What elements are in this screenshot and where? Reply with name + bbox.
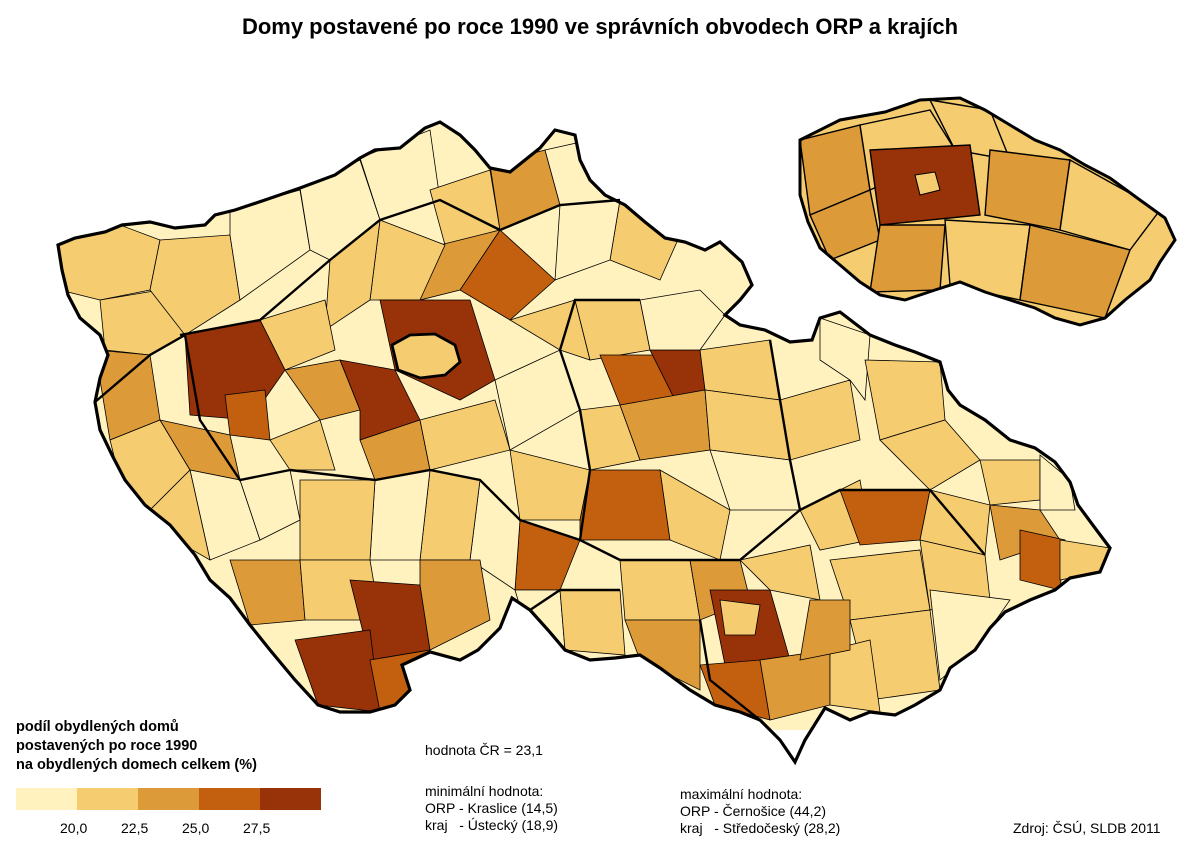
legend-swatch — [199, 788, 260, 810]
orp-region — [624, 619, 701, 691]
maximum-orp: ORP - Černošice (44,2) — [680, 803, 827, 819]
minimum-block: minimální hodnota: ORP - Kraslice (14,5)… — [425, 783, 558, 834]
orp-region — [1019, 529, 1066, 591]
orp-region — [1039, 454, 1076, 511]
map-title: Domy postavené po roce 1990 ve správních… — [241, 14, 959, 39]
kraj-boundaries — [94, 198, 986, 721]
national-value: hodnota ČR = 23,1 — [425, 742, 543, 758]
kraj-line — [768, 339, 802, 511]
legend-tick: 27,5 — [243, 820, 271, 836]
orp-region — [579, 469, 671, 541]
legend-swatch — [77, 788, 138, 810]
inset-kraj-region — [869, 224, 946, 293]
kraj-line — [529, 588, 620, 611]
kraj-line — [94, 333, 291, 482]
inset-kraj-region — [984, 149, 1071, 231]
legend-swatch — [138, 788, 199, 810]
legend-tick: 25,0 — [182, 820, 210, 836]
orp-region — [299, 479, 376, 561]
orp-region — [819, 317, 871, 402]
orp-region — [369, 469, 431, 561]
kraj-line — [558, 298, 640, 541]
orp-region — [419, 559, 491, 651]
minimum-orp: ORP - Kraslice (14,5) — [425, 800, 558, 816]
maximum-block: maximální hodnota: ORP - Černošice (44,2… — [680, 786, 840, 837]
source-note: Zdroj: ČSÚ, SLDB 2011 — [1013, 820, 1161, 836]
legend-swatch — [16, 788, 77, 810]
region-prague — [390, 332, 462, 380]
legend-title-line: podíl obydlených domů — [16, 719, 179, 735]
minimum-heading: minimální hodnota: — [425, 783, 544, 799]
maximum-kraj: kraj - Středočeský (28,2) — [680, 820, 841, 836]
orp-region — [294, 629, 381, 713]
orp-region — [559, 589, 626, 656]
inset-border — [798, 96, 1177, 327]
minimum-kraj: kraj - Ústecký (18,9) — [425, 817, 559, 833]
orp-region — [719, 599, 761, 636]
orp-region — [269, 419, 336, 471]
orp-region — [799, 599, 851, 661]
legend-tick: 20,0 — [60, 820, 88, 836]
legend-tick: 22,5 — [121, 820, 149, 836]
orp-region — [979, 459, 1041, 506]
orp-region — [224, 389, 271, 441]
orp-region — [619, 559, 701, 621]
legend-color-ramp — [16, 788, 321, 810]
kraj-line — [620, 509, 801, 562]
orp-region — [704, 389, 791, 461]
inset-kraj-region — [944, 219, 1031, 301]
legend-title-line: postavených po roce 1990 — [16, 738, 198, 754]
kraj-line — [698, 619, 761, 721]
kraj-line — [179, 198, 621, 337]
orp-region — [369, 649, 441, 713]
legend-title: podíl obydlených domů postavených po roc… — [16, 718, 257, 775]
orp-region — [929, 589, 1011, 681]
orp-region — [149, 234, 241, 336]
kraj-line — [799, 488, 986, 556]
orp-region — [419, 469, 481, 561]
maximum-heading: maximální hodnota: — [680, 786, 803, 802]
legend-swatch — [260, 788, 321, 810]
legend-title-line: na obydlených domech celkem (%) — [16, 757, 257, 773]
inset-map — [800, 98, 1175, 325]
orp-region — [58, 224, 161, 301]
inset-prague — [914, 171, 941, 196]
orp-region — [639, 289, 726, 351]
